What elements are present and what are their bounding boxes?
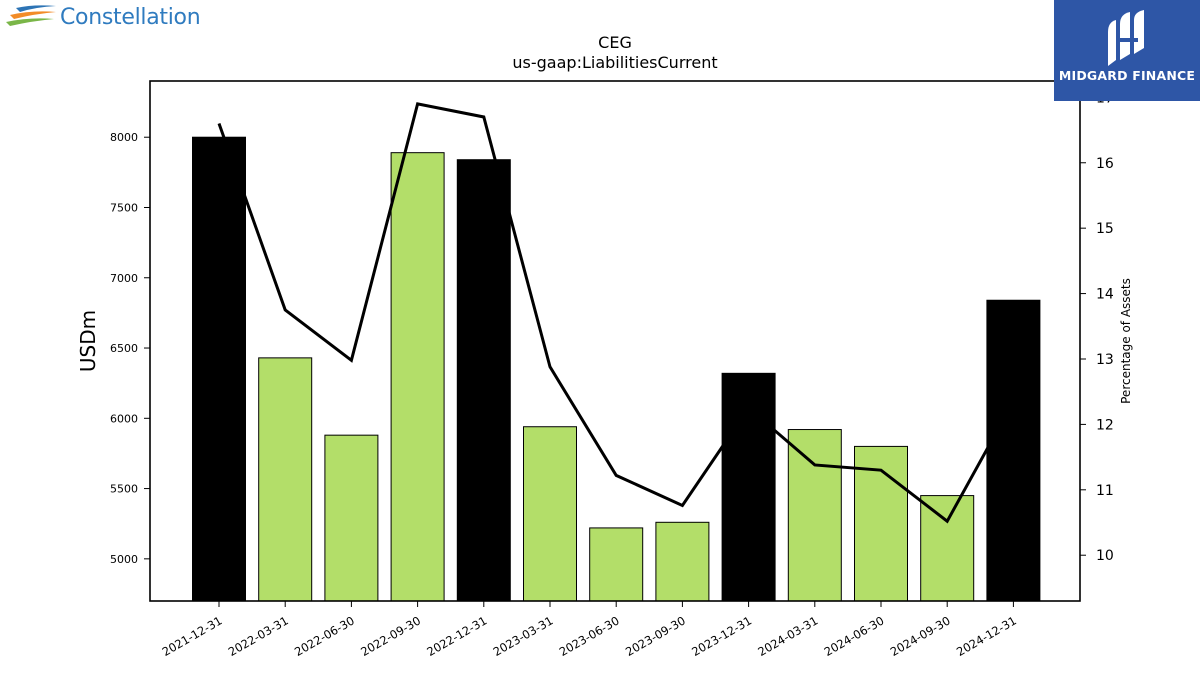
y2-tick-label: 13	[1096, 352, 1114, 368]
chart-subtitle: us-gaap:LiabilitiesCurrent	[512, 53, 717, 72]
y2-tick-label: 16	[1096, 156, 1114, 172]
bar	[986, 299, 1041, 602]
x-tick-label: 2022-03-31	[226, 613, 291, 659]
bar	[456, 159, 511, 602]
y2-axis-label: Percentage of Assets	[1119, 278, 1133, 404]
midgard-logo-icon	[1108, 10, 1144, 66]
y-tick-label: 7000	[110, 272, 138, 285]
percentage-line	[217, 102, 1015, 524]
watermark-text: MIDGARD FINANCE	[1058, 68, 1196, 83]
bar	[390, 152, 445, 602]
bar	[854, 445, 908, 602]
bar	[589, 527, 644, 602]
line-layer	[217, 102, 1015, 524]
y-tick-label: 5500	[110, 483, 138, 496]
bar	[324, 434, 379, 602]
y-tick-label: 8000	[110, 131, 138, 144]
y-axis-label: USDm	[76, 310, 100, 372]
y-tick-label: 6000	[110, 412, 138, 425]
x-tick-label: 2023-03-31	[491, 613, 556, 659]
x-tick-label: 2024-12-31	[954, 613, 1019, 659]
bar	[721, 372, 776, 602]
x-tick-label: 2022-12-31	[424, 613, 489, 659]
y2-tick-label: 14	[1096, 287, 1114, 303]
y2-tick-label: 11	[1096, 483, 1114, 499]
plot-frame	[149, 80, 1081, 602]
bar	[192, 136, 246, 602]
x-tick-label: 2024-09-30	[888, 613, 953, 659]
x-tick-label: 2023-06-30	[557, 613, 622, 659]
x-tick-label: 2023-09-30	[623, 613, 688, 659]
y-tick-label: 6500	[110, 342, 138, 355]
x-tick-label: 2022-06-30	[292, 613, 357, 659]
bars-layer	[192, 136, 1041, 602]
x-tick-label: 2021-12-31	[160, 613, 225, 659]
bar	[258, 357, 313, 602]
bar	[787, 429, 842, 602]
bar	[523, 426, 577, 602]
y2-tick-label: 15	[1096, 221, 1114, 237]
y2-tick-label: 12	[1096, 417, 1114, 433]
bar	[920, 495, 975, 602]
chart-title: CEG	[598, 33, 632, 52]
company-logo: Constellation	[4, 4, 201, 30]
constellation-swoosh-icon	[6, 5, 56, 26]
x-tick-label: 2023-12-31	[689, 613, 754, 659]
company-logo-text: Constellation	[60, 4, 201, 30]
x-tick-label: 2024-03-31	[755, 613, 820, 659]
y-tick-label: 7500	[110, 201, 138, 214]
watermark-logo: MIDGARD FINANCE	[1054, 0, 1200, 101]
y2-tick-label: 10	[1096, 548, 1114, 564]
bar	[655, 521, 710, 602]
y-tick-label: 5000	[110, 553, 138, 566]
x-tick-label: 2022-09-30	[358, 613, 423, 659]
x-tick-label: 2024-06-30	[822, 613, 887, 659]
